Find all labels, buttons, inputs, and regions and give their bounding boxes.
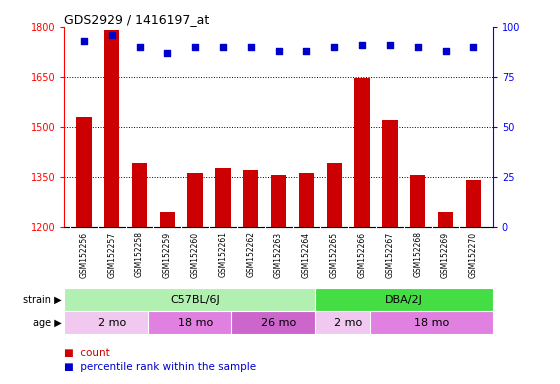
Text: 18 mo: 18 mo xyxy=(178,318,213,328)
Point xyxy=(190,44,199,50)
Point xyxy=(163,50,172,56)
Point xyxy=(135,44,144,50)
Bar xyxy=(104,30,119,227)
Text: GSM152267: GSM152267 xyxy=(385,232,394,278)
Text: GSM152260: GSM152260 xyxy=(190,232,200,278)
Text: age ▶: age ▶ xyxy=(33,318,62,328)
Text: GSM152257: GSM152257 xyxy=(107,232,116,278)
Bar xyxy=(64,311,159,334)
Point xyxy=(385,42,394,48)
Bar xyxy=(370,311,493,334)
Point xyxy=(274,48,283,54)
Point xyxy=(413,44,422,50)
Text: GSM152263: GSM152263 xyxy=(274,232,283,278)
Text: DBA/2J: DBA/2J xyxy=(385,295,423,305)
Point xyxy=(218,44,227,50)
Text: 2 mo: 2 mo xyxy=(334,318,362,328)
Text: GSM152268: GSM152268 xyxy=(413,232,422,278)
Point xyxy=(107,32,116,38)
Bar xyxy=(382,120,398,227)
Text: ■  percentile rank within the sample: ■ percentile rank within the sample xyxy=(64,362,256,372)
Bar xyxy=(271,175,286,227)
Bar xyxy=(315,311,381,334)
Bar xyxy=(76,117,91,227)
Text: GSM152261: GSM152261 xyxy=(218,232,227,278)
Bar xyxy=(410,175,426,227)
Bar xyxy=(132,163,147,227)
Text: strain ▶: strain ▶ xyxy=(23,295,62,305)
Text: GSM152256: GSM152256 xyxy=(80,232,88,278)
Text: GSM152270: GSM152270 xyxy=(469,232,478,278)
Bar xyxy=(148,311,242,334)
Text: C57BL/6J: C57BL/6J xyxy=(170,295,220,305)
Text: GSM152258: GSM152258 xyxy=(135,232,144,278)
Point xyxy=(330,44,339,50)
Bar xyxy=(299,173,314,227)
Bar xyxy=(354,78,370,227)
Text: GSM152259: GSM152259 xyxy=(163,232,172,278)
Text: ■  count: ■ count xyxy=(64,348,110,358)
Text: 26 mo: 26 mo xyxy=(261,318,296,328)
Text: GSM152265: GSM152265 xyxy=(330,232,339,278)
Bar xyxy=(160,212,175,227)
Point xyxy=(358,42,367,48)
Bar xyxy=(188,173,203,227)
Point xyxy=(441,48,450,54)
Text: GSM152266: GSM152266 xyxy=(357,232,367,278)
Point xyxy=(469,44,478,50)
Point xyxy=(246,44,255,50)
Text: GSM152264: GSM152264 xyxy=(302,232,311,278)
Bar xyxy=(231,311,326,334)
Text: 18 mo: 18 mo xyxy=(414,318,449,328)
Point xyxy=(80,38,88,44)
Bar xyxy=(315,288,493,311)
Bar xyxy=(326,163,342,227)
Point xyxy=(302,48,311,54)
Text: 2 mo: 2 mo xyxy=(97,318,126,328)
Bar xyxy=(64,288,326,311)
Bar xyxy=(243,170,258,227)
Text: GDS2929 / 1416197_at: GDS2929 / 1416197_at xyxy=(64,13,209,26)
Text: GSM152269: GSM152269 xyxy=(441,232,450,278)
Bar xyxy=(466,180,481,227)
Bar xyxy=(438,212,453,227)
Bar xyxy=(215,168,231,227)
Text: GSM152262: GSM152262 xyxy=(246,232,255,278)
